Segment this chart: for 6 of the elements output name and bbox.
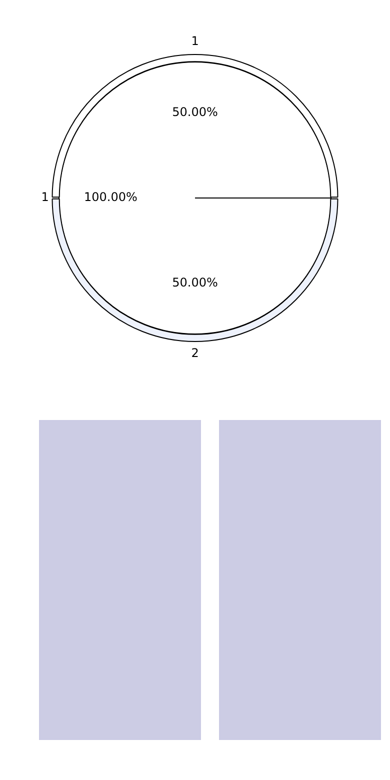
data-label: 50.00%: [172, 104, 218, 119]
slice-label: 2: [191, 346, 199, 360]
slice-label: 1: [41, 190, 49, 204]
slice-label: 1: [191, 34, 199, 48]
data-label: 50.00%: [172, 275, 218, 290]
data-label: 100.00%: [84, 190, 138, 204]
